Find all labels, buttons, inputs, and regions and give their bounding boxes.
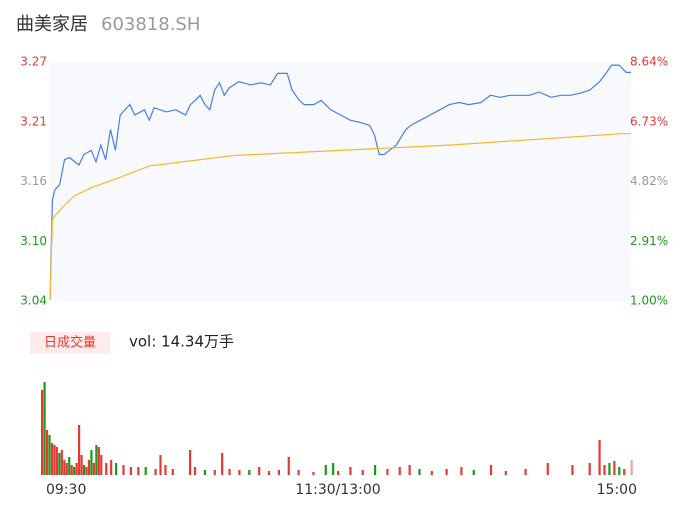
volume-bar bbox=[618, 467, 621, 475]
volume-bar bbox=[63, 460, 66, 475]
y2-tick-label: 4.82% bbox=[630, 174, 668, 188]
volume-bar bbox=[68, 457, 71, 475]
volume-bar bbox=[164, 465, 167, 475]
volume-bar bbox=[398, 467, 401, 475]
volume-bar bbox=[137, 467, 140, 475]
volume-annotation: vol: 14.34万手 bbox=[129, 333, 234, 351]
y-tick-label: 3.21 bbox=[20, 114, 47, 128]
volume-bar bbox=[238, 470, 241, 475]
volume-bar bbox=[55, 447, 58, 475]
chart-title: 曲美家居 bbox=[16, 14, 88, 35]
volume-bar bbox=[73, 467, 76, 475]
volume-bar bbox=[154, 469, 157, 475]
volume-bar bbox=[571, 465, 574, 475]
volume-bar bbox=[603, 465, 606, 475]
volume-bar bbox=[613, 461, 616, 475]
volume-bar bbox=[472, 470, 475, 475]
volume-bar bbox=[85, 467, 88, 475]
y-tick-label: 3.16 bbox=[20, 174, 47, 188]
volume-bar bbox=[489, 465, 493, 475]
volume-bar bbox=[78, 425, 81, 475]
volume-bar bbox=[48, 435, 51, 475]
volume-bar bbox=[361, 470, 364, 475]
volume-bar bbox=[598, 440, 601, 475]
volume-bar bbox=[546, 463, 549, 475]
volume-bar bbox=[80, 455, 83, 475]
volume-bar bbox=[248, 470, 251, 475]
volume-bar bbox=[349, 467, 352, 475]
volume-bar bbox=[110, 460, 113, 475]
volume-bar bbox=[337, 471, 340, 475]
volume-bar bbox=[60, 450, 63, 475]
volume-bar bbox=[189, 450, 192, 475]
volume-bar bbox=[228, 469, 231, 475]
volume-bar bbox=[213, 470, 216, 475]
chart-subtitle: 603818.SH bbox=[101, 14, 200, 35]
x-tick-label: 15:00 bbox=[597, 482, 637, 498]
volume-bar bbox=[122, 465, 125, 475]
y2-tick-label: 8.64% bbox=[630, 55, 668, 69]
volume-bar bbox=[193, 467, 197, 475]
x-tick-label: 11:30/13:00 bbox=[295, 482, 380, 498]
volume-bar bbox=[115, 463, 118, 475]
volume-bar bbox=[324, 465, 327, 475]
volume-bar bbox=[82, 465, 86, 475]
volume-bar bbox=[332, 463, 335, 475]
y-tick-label: 3.10 bbox=[20, 234, 47, 248]
volume-bar bbox=[203, 470, 206, 475]
volume-bar bbox=[50, 443, 54, 475]
x-tick-label: 09:30 bbox=[46, 482, 86, 498]
volume-bar bbox=[65, 463, 68, 475]
y2-tick-label: 1.00% bbox=[630, 294, 668, 308]
volume-bar bbox=[70, 465, 73, 475]
volume-bar bbox=[418, 469, 421, 475]
volume-bar bbox=[408, 465, 411, 475]
volume-bar bbox=[460, 467, 463, 475]
volume-bar bbox=[297, 470, 300, 475]
volume-bar bbox=[53, 445, 56, 475]
volume-bar bbox=[41, 390, 44, 475]
y-tick-label: 3.04 bbox=[20, 294, 47, 308]
volume-bar bbox=[129, 467, 132, 475]
volume-bar bbox=[95, 445, 98, 475]
volume-bar bbox=[588, 463, 591, 475]
volume-bar bbox=[90, 450, 93, 475]
volume-bar bbox=[221, 453, 224, 475]
volume-bar bbox=[386, 469, 389, 475]
volume-bar bbox=[608, 463, 611, 475]
volume-bar bbox=[75, 463, 78, 475]
volume-bar bbox=[87, 460, 91, 475]
price-line bbox=[49, 133, 631, 301]
volume-bar bbox=[623, 469, 626, 475]
price-line bbox=[49, 64, 631, 301]
volume-bar bbox=[43, 382, 46, 475]
volume-bar bbox=[100, 455, 103, 475]
volume-bar bbox=[267, 471, 271, 475]
volume-bar bbox=[45, 430, 49, 475]
label-badge bbox=[30, 332, 110, 354]
volume-bar bbox=[171, 469, 174, 475]
volume-bar bbox=[144, 467, 147, 475]
volume-bar bbox=[105, 463, 108, 475]
volume-bar bbox=[630, 460, 633, 475]
volume-bar bbox=[430, 471, 433, 475]
volume-bar bbox=[97, 447, 100, 475]
y2-tick-label: 6.73% bbox=[630, 114, 668, 128]
y-tick-label: 3.27 bbox=[20, 55, 47, 69]
volume-bar bbox=[445, 469, 448, 475]
volume-bar bbox=[312, 472, 315, 475]
volume-bar bbox=[287, 457, 290, 475]
y2-tick-label: 2.91% bbox=[630, 234, 668, 248]
volume-bar bbox=[159, 455, 162, 475]
volume-bar bbox=[277, 470, 280, 475]
volume-bar bbox=[58, 453, 61, 475]
plot-background bbox=[50, 62, 631, 301]
volume-bar bbox=[258, 467, 261, 475]
volume-label: 日成交量 bbox=[44, 335, 96, 351]
volume-bar bbox=[92, 463, 95, 475]
volume-bar bbox=[374, 465, 377, 475]
volume-bar bbox=[524, 469, 527, 475]
volume-bar bbox=[504, 471, 507, 475]
